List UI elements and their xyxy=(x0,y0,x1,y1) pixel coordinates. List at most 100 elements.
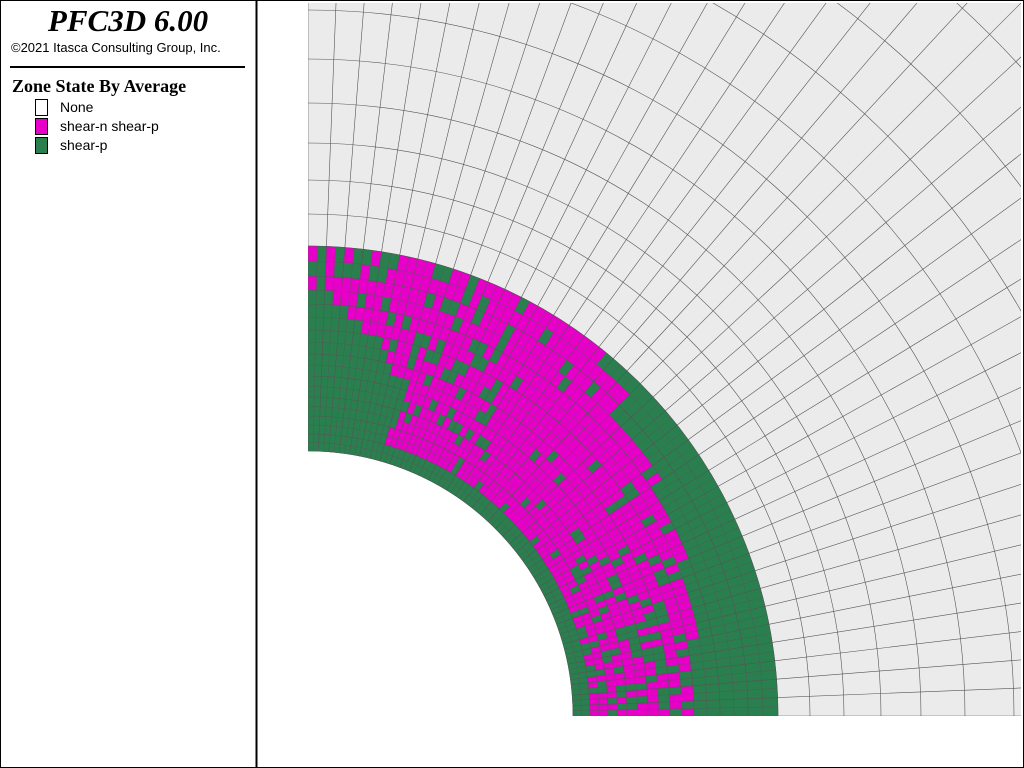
ring-grid-line xyxy=(308,415,609,716)
ring-grid-line xyxy=(308,260,764,716)
zone-shear-n-shear-p xyxy=(681,708,695,716)
radial-grid-line xyxy=(487,3,968,522)
zone-shear-p xyxy=(318,433,325,444)
zone-shear-n-shear-p xyxy=(589,698,600,706)
ring-grid-line xyxy=(308,58,966,716)
hole xyxy=(308,451,573,716)
ring-grid-line xyxy=(308,442,582,716)
zone-shear-p xyxy=(334,246,346,263)
zone-shear-p xyxy=(324,425,332,436)
zone-shear-p xyxy=(335,354,344,367)
zone-shear-p xyxy=(327,365,336,378)
zone-shear-p xyxy=(732,681,748,692)
zone-shear-n-shear-p xyxy=(636,689,648,697)
radial-grid-line xyxy=(318,3,337,452)
radial-grid-line xyxy=(572,659,1021,696)
zone-shear-n-shear-p xyxy=(647,701,660,710)
ring-grid-line xyxy=(308,386,638,716)
zone-shear-p xyxy=(331,407,339,418)
zone-shear-p xyxy=(315,329,324,343)
zone-shear-n-shear-p xyxy=(308,245,318,262)
zone-shear-p xyxy=(747,706,764,716)
zone-shear-p xyxy=(342,262,353,279)
radial-grid-line xyxy=(548,386,1021,606)
radial-grid-line xyxy=(498,390,647,533)
ring-grid-line xyxy=(308,275,749,716)
zone-shear-p xyxy=(308,386,315,398)
radial-grid-line xyxy=(531,462,704,574)
zone-shear-n-shear-p xyxy=(658,708,671,716)
zone-shear-n-shear-p xyxy=(324,276,335,292)
zone-shear-p xyxy=(704,675,719,685)
zone-shear-n-shear-p xyxy=(341,277,352,293)
zone-shear-p xyxy=(705,683,720,693)
zone-shear-p xyxy=(323,290,334,305)
zone-shear-p xyxy=(746,688,763,699)
radial-grid-line xyxy=(566,615,768,660)
radial-grid-line xyxy=(522,197,1021,561)
radial-grid-line xyxy=(539,316,1021,587)
zone-shear-p xyxy=(626,702,638,710)
zone-shear-p xyxy=(658,694,670,703)
zone-shear-p xyxy=(328,443,336,453)
zone-shear-p xyxy=(320,386,328,398)
zone-shear-n-shear-p xyxy=(680,685,694,695)
radial-grid-line xyxy=(571,631,1021,686)
zone-shear-n-shear-p xyxy=(646,681,659,690)
zone-shear-n-shear-p xyxy=(607,703,618,711)
zone-shear-p xyxy=(760,669,777,681)
zone-shear-n-shear-p xyxy=(625,689,638,698)
radial-grid-line xyxy=(359,3,451,457)
ring-grid-line xyxy=(712,3,1021,312)
zone-shear-p xyxy=(717,673,733,684)
zone-shear-p xyxy=(762,706,779,716)
zone-shear-p xyxy=(746,680,763,691)
zone-shear-p xyxy=(308,424,314,435)
radial-grid-line xyxy=(328,3,365,452)
zone-shear-p xyxy=(693,707,708,716)
zone-shear-p xyxy=(762,697,779,708)
zone-shear-n-shear-p xyxy=(681,693,694,702)
zone-shear-p xyxy=(658,701,671,710)
zone-shear-p xyxy=(706,707,721,716)
zone-shear-n-shear-p xyxy=(332,276,343,292)
zone-shear-n-shear-p xyxy=(597,692,608,700)
radial-grid-line xyxy=(344,250,373,454)
zone-shear-p xyxy=(321,365,329,377)
zone-shear-n-shear-p xyxy=(589,704,600,711)
radial-grid-line xyxy=(432,301,530,483)
zone-shear-p xyxy=(313,424,320,435)
zone-shear-p xyxy=(747,697,764,708)
zone-shear-p xyxy=(733,707,749,716)
ring-grid-line xyxy=(308,353,671,716)
zone-shear-p xyxy=(338,317,348,333)
radial-grid-line xyxy=(374,261,427,460)
ring-grid-line xyxy=(308,316,708,716)
ring-grid-line xyxy=(308,424,600,716)
zone-shear-p xyxy=(333,261,344,278)
radial-grid-line xyxy=(558,561,753,630)
radial-grid-line xyxy=(441,310,546,488)
zone-shear-p xyxy=(308,364,316,377)
radial-grid-line xyxy=(446,3,746,491)
zone-shear-p xyxy=(679,677,694,687)
radial-grid-line xyxy=(562,514,1021,645)
radial-grid-line xyxy=(572,688,778,701)
radial-grid-line xyxy=(423,293,514,478)
zone-shear-p xyxy=(581,704,591,711)
zone-shear-p xyxy=(318,442,325,452)
radial-grid-line xyxy=(528,239,1021,570)
ring-grid-line xyxy=(308,102,922,716)
zone-shear-p xyxy=(732,689,748,700)
radial-grid-line xyxy=(515,153,1021,553)
zone-shear-p xyxy=(312,442,319,452)
radial-grid-line xyxy=(369,3,480,459)
zone-shear-p xyxy=(308,396,315,407)
radial-grid-line xyxy=(450,320,562,493)
legend-label: shear-p xyxy=(60,137,108,153)
zone-shear-n-shear-p xyxy=(647,695,659,703)
ring-grid-line xyxy=(308,303,721,716)
radial-grid-line xyxy=(502,56,1021,537)
zone-shear-p xyxy=(308,353,316,366)
